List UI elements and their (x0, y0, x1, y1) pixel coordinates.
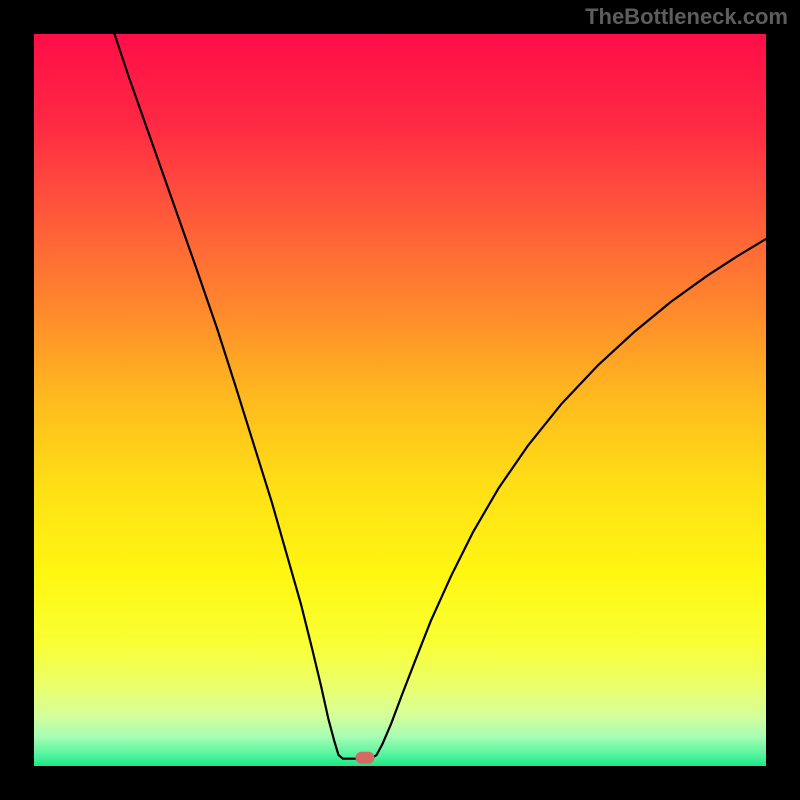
watermark-text: TheBottleneck.com (585, 4, 788, 30)
gradient-background (34, 34, 766, 766)
optimum-marker (355, 752, 374, 764)
chart-container: TheBottleneck.com (0, 0, 800, 800)
plot-area (34, 34, 766, 766)
